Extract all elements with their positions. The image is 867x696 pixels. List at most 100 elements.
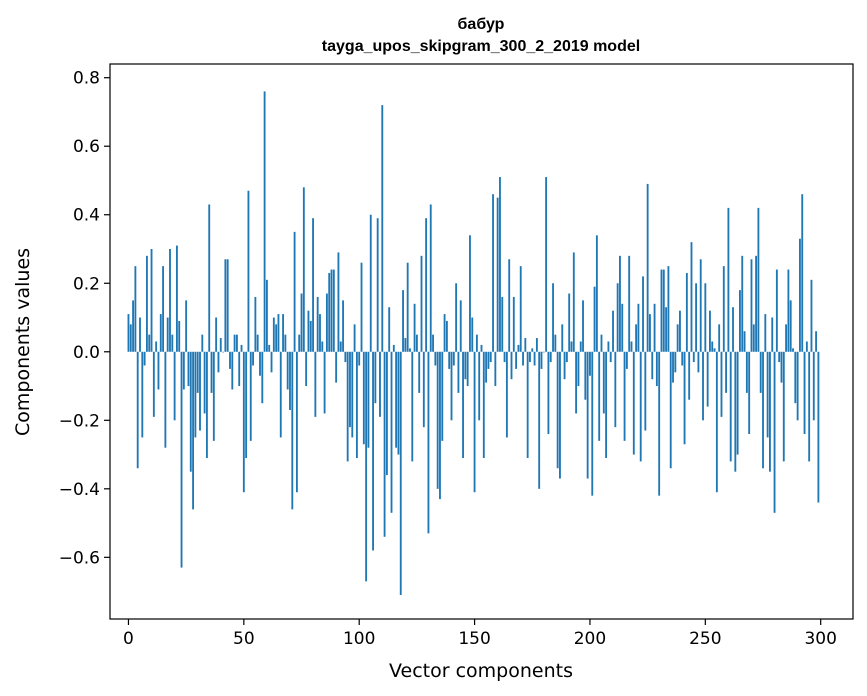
bar: [635, 324, 638, 352]
bar: [683, 351, 686, 445]
bar: [335, 351, 338, 383]
bar: [542, 351, 545, 353]
bar: [799, 238, 801, 352]
bar: [679, 310, 681, 352]
bar: [614, 351, 617, 428]
bar: [732, 307, 734, 352]
bar: [289, 351, 291, 411]
bar: [369, 214, 372, 352]
bar: [448, 351, 451, 369]
bar: [291, 351, 294, 510]
bar: [381, 105, 384, 352]
bar: [519, 266, 522, 352]
bar: [487, 351, 490, 369]
bar: [501, 296, 504, 352]
bar: [540, 351, 543, 369]
bar: [240, 344, 243, 352]
bar: [632, 351, 635, 455]
x-tick-label: 0: [123, 629, 134, 649]
bar: [314, 351, 317, 417]
y-axis: −0.6 −0.4 −0.2 0.0 0.2 0.4 0.6 0.8: [59, 69, 110, 568]
bar: [695, 283, 698, 352]
bar: [745, 351, 748, 393]
bar: [309, 320, 312, 352]
bar: [457, 351, 460, 393]
bar: [808, 351, 811, 462]
bar: [208, 204, 211, 352]
bar: [759, 351, 762, 393]
bar: [390, 351, 393, 513]
bar: [642, 276, 644, 352]
x-tick-label: 50: [233, 629, 255, 649]
bar: [305, 351, 308, 387]
bar: [252, 351, 254, 366]
bar: [531, 348, 534, 352]
y-tick-label: 0.2: [73, 274, 100, 294]
bar: [674, 351, 677, 373]
bar: [323, 351, 326, 414]
bar: [651, 351, 654, 380]
bar: [215, 317, 218, 352]
bar: [561, 324, 564, 352]
bar: [637, 303, 640, 352]
bar: [175, 245, 178, 352]
bar: [766, 351, 769, 438]
bar: [152, 351, 155, 417]
bar: [404, 338, 407, 352]
bar: [653, 303, 656, 352]
bar: [554, 334, 557, 352]
bar: [621, 303, 624, 352]
bar: [780, 351, 783, 383]
bar: [782, 351, 785, 462]
bar: [199, 351, 201, 431]
bar: [688, 351, 691, 400]
bar: [556, 351, 559, 469]
bar: [226, 259, 229, 352]
bar: [388, 307, 391, 352]
bar: [129, 324, 132, 352]
bar: [337, 252, 340, 352]
x-tick-label: 200: [574, 629, 606, 649]
y-tick-label: −0.4: [59, 480, 100, 500]
bar: [256, 334, 259, 352]
bar: [743, 331, 746, 352]
bar: [238, 351, 241, 387]
bar: [600, 334, 603, 352]
bar: [385, 351, 388, 476]
bar: [586, 351, 589, 479]
bar: [222, 351, 224, 353]
bar: [415, 334, 418, 352]
bar: [355, 351, 358, 458]
bar: [771, 317, 774, 352]
bar: [535, 338, 538, 352]
bar: [141, 351, 144, 438]
bar: [577, 351, 580, 387]
bar: [134, 266, 137, 352]
bar: [148, 334, 151, 352]
bar: [164, 351, 167, 448]
bar: [792, 348, 794, 352]
bar: [547, 351, 550, 434]
bar: [383, 351, 386, 537]
bar: [277, 314, 280, 352]
bar: [508, 259, 511, 352]
bar: [810, 279, 813, 352]
bar: [436, 351, 439, 489]
bar: [704, 283, 707, 352]
bar: [475, 334, 478, 352]
y-axis-label: Components values: [12, 248, 34, 436]
bar: [815, 331, 818, 352]
x-tick-label: 300: [804, 629, 836, 649]
bar: [418, 351, 421, 393]
bar: [178, 320, 181, 352]
bar: [413, 303, 416, 352]
bar: [365, 351, 368, 582]
bar: [662, 269, 665, 352]
bar: [286, 351, 289, 390]
bar: [284, 334, 287, 352]
bar: [372, 351, 374, 551]
bar: [136, 351, 139, 469]
bar: [812, 351, 815, 421]
